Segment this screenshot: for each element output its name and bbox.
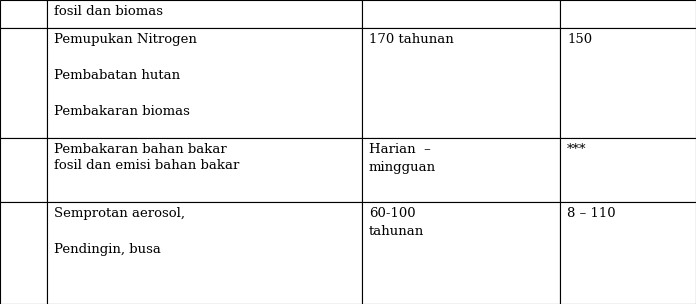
Text: ***: *** <box>567 143 587 157</box>
Bar <box>560 138 696 202</box>
Bar <box>362 0 560 28</box>
Bar <box>0 202 47 304</box>
Bar <box>362 138 560 202</box>
Text: 60-100
tahunan: 60-100 tahunan <box>369 207 424 238</box>
Bar <box>47 202 362 304</box>
Text: Harian  –
mingguan: Harian – mingguan <box>369 143 436 174</box>
Text: Pemupukan Nitrogen

Pembabatan hutan

Pembakaran biomas: Pemupukan Nitrogen Pembabatan hutan Pemb… <box>54 33 197 119</box>
Text: Semprotan aerosol,

Pendingin, busa: Semprotan aerosol, Pendingin, busa <box>54 207 185 257</box>
Bar <box>47 28 362 138</box>
Bar <box>560 28 696 138</box>
Text: 170 tahunan: 170 tahunan <box>369 33 454 47</box>
Bar <box>47 138 362 202</box>
Bar <box>362 202 560 304</box>
Bar <box>0 138 47 202</box>
Bar <box>362 28 560 138</box>
Bar <box>560 202 696 304</box>
Bar <box>47 0 362 28</box>
Text: 150: 150 <box>567 33 592 47</box>
Text: fosil dan biomas: fosil dan biomas <box>54 5 164 19</box>
Bar <box>560 0 696 28</box>
Text: 8 – 110: 8 – 110 <box>567 207 616 220</box>
Bar <box>0 0 47 28</box>
Bar <box>0 28 47 138</box>
Text: Pembakaran bahan bakar
fosil dan emisi bahan bakar: Pembakaran bahan bakar fosil dan emisi b… <box>54 143 239 172</box>
